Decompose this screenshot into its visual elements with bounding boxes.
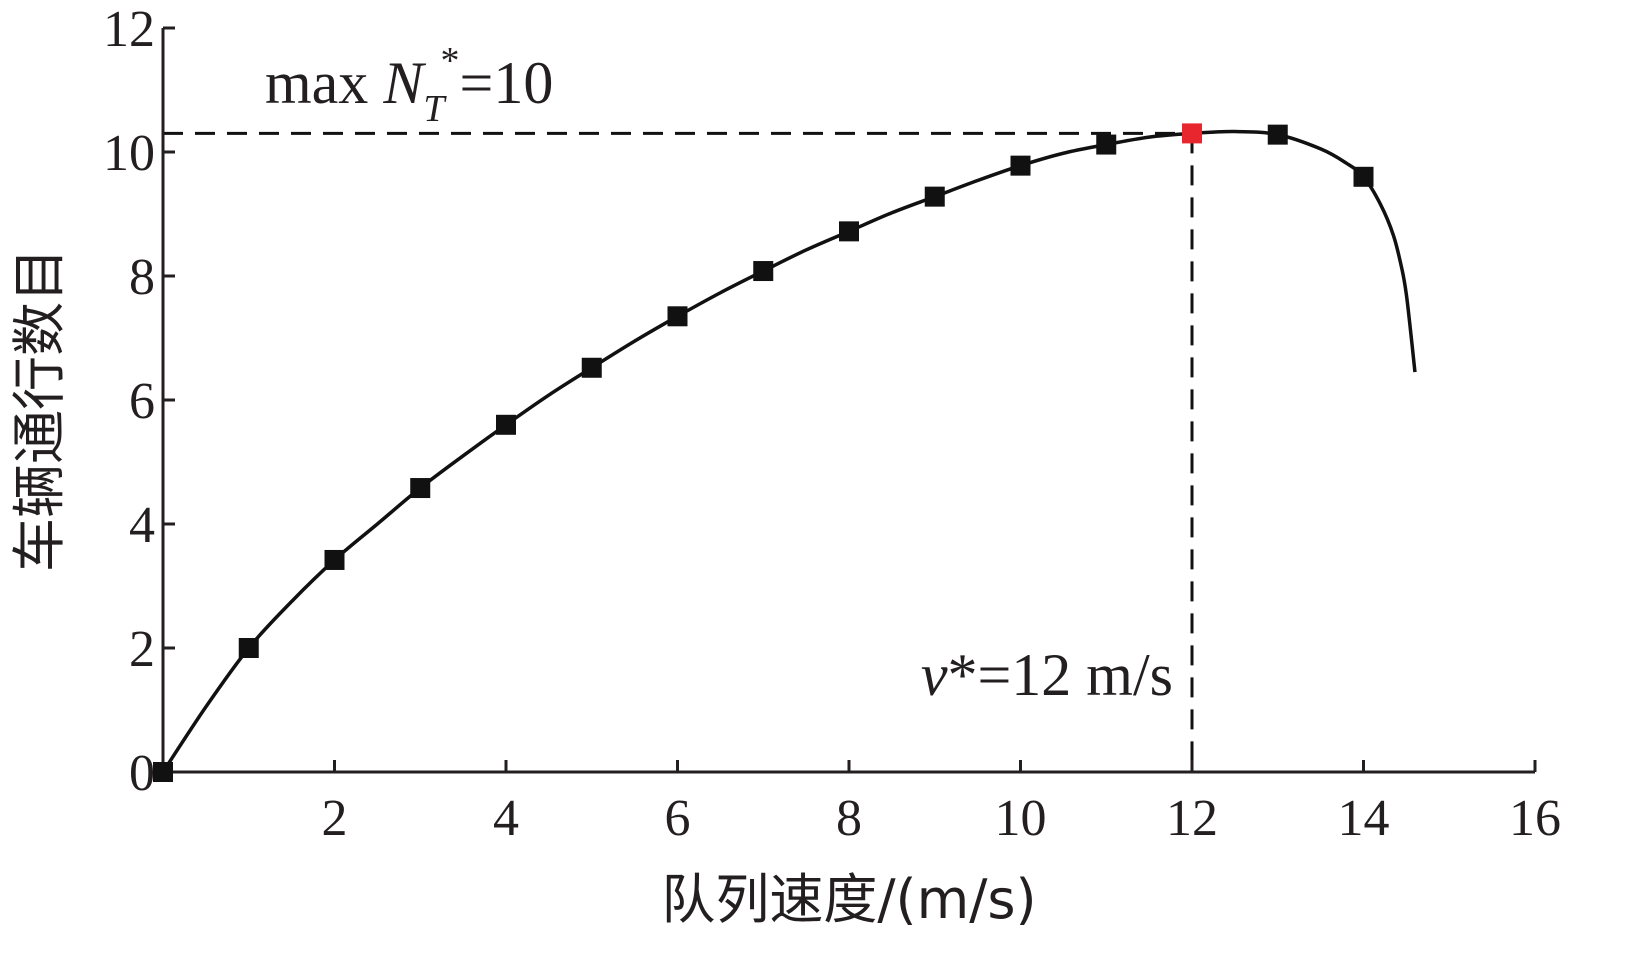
x-tick-label: 12 xyxy=(1166,790,1218,847)
data-point-marker xyxy=(410,478,431,499)
data-point-marker xyxy=(924,186,945,207)
max-annotation-superscript: * xyxy=(440,40,459,82)
y-tick-label: 10 xyxy=(103,125,155,182)
y-tick-label: 6 xyxy=(129,373,155,430)
series-markers xyxy=(153,123,1374,782)
max-annotation: max NT *=10 xyxy=(265,40,553,130)
x-tick-label: 8 xyxy=(836,790,862,847)
ticks: 2 4 6 8 10 12 14 16 0 2 4 6 8 10 12 xyxy=(103,1,1561,847)
data-point-marker xyxy=(1267,124,1288,145)
data-point-marker xyxy=(1096,134,1117,155)
data-point-marker xyxy=(496,414,516,435)
data-point-marker xyxy=(1353,166,1374,187)
x-tick-label: 2 xyxy=(322,790,348,847)
optimum-point-marker xyxy=(1182,123,1202,144)
v-annotation: v*=12 m/s xyxy=(921,642,1173,708)
max-annotation-symbol: N xyxy=(382,50,426,116)
data-point-marker xyxy=(667,306,688,327)
data-point-marker xyxy=(753,261,774,282)
v-annotation-symbol: v xyxy=(921,642,948,708)
x-tick-label: 14 xyxy=(1338,790,1390,847)
x-tick-label: 10 xyxy=(995,790,1047,847)
axes xyxy=(161,28,1535,774)
y-tick-label: 8 xyxy=(129,249,155,306)
max-annotation-suffix: =10 xyxy=(459,50,553,116)
y-tick-label: 4 xyxy=(129,497,155,554)
data-point-marker xyxy=(839,221,859,242)
data-point-marker xyxy=(1010,155,1031,176)
data-point-marker xyxy=(581,357,602,378)
y-axis-title: 车辆通行数目 xyxy=(8,248,71,572)
max-annotation-prefix: max xyxy=(265,50,383,116)
v-annotation-suffix: *=12 m/s xyxy=(947,642,1173,708)
data-point-marker xyxy=(324,549,345,570)
series-curve xyxy=(161,129,1417,773)
y-tick-label: 2 xyxy=(129,621,155,678)
x-tick-label: 16 xyxy=(1509,790,1561,847)
y-tick-label: 12 xyxy=(103,1,155,58)
max-annotation-subscript: T xyxy=(423,88,447,130)
x-tick-label: 6 xyxy=(665,790,691,847)
x-tick-label: 4 xyxy=(493,790,519,847)
y-tick-label: 0 xyxy=(129,745,155,802)
data-point-marker xyxy=(238,638,259,658)
reference-lines xyxy=(163,131,1194,772)
data-point-marker xyxy=(153,762,173,782)
x-axis-title: 队列速度/(m/s) xyxy=(661,868,1036,931)
